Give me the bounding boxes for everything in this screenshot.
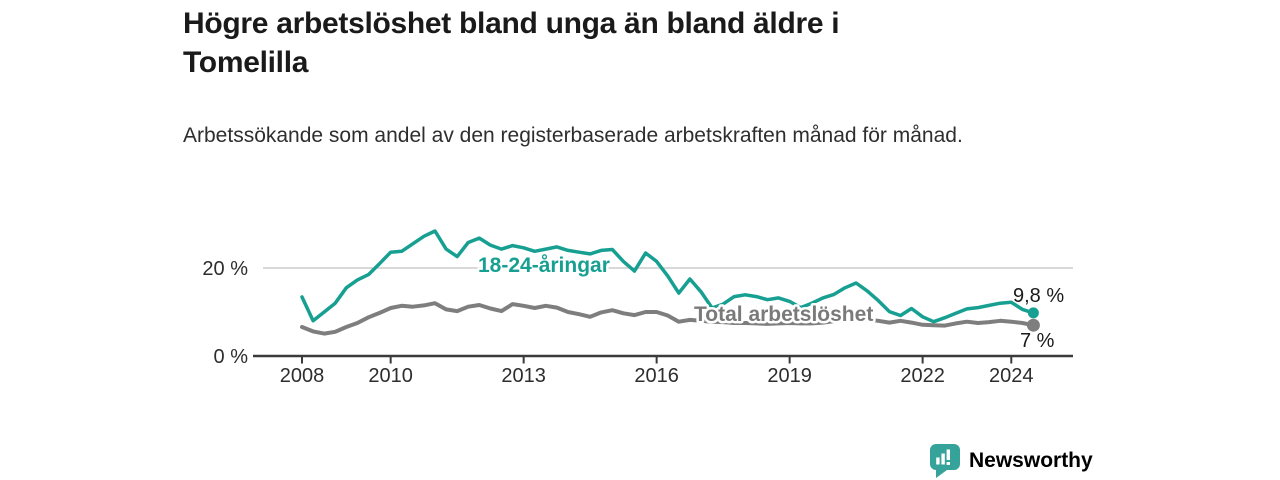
chart-subtitle: Arbetssökande som andel av den registerb…: [183, 124, 963, 147]
line-young: [300, 229, 1036, 324]
x-tick-label: 2019: [767, 365, 812, 387]
page-title: Högre arbetslöshet bland unga än bland ä…: [183, 7, 840, 79]
end-dot-young: [1027, 307, 1039, 319]
end-dot-total: [1026, 318, 1040, 332]
newsworthy-logo-text: Newsworthy: [969, 449, 1093, 472]
y-axis-label-20: 20 %: [202, 258, 248, 280]
x-tick-label: 2010: [368, 365, 413, 387]
y-axis-label-0: 0 %: [214, 346, 249, 368]
chart-canvas: 20 % 0 % 2008 2010 2013 2016 2019 2022 2024 18…: [202, 229, 1073, 387]
x-tick-label: 2008: [280, 365, 325, 387]
x-tick-label: 2024: [989, 365, 1034, 387]
end-value-total: 7 %: [1020, 330, 1055, 352]
x-tick-label: 2013: [501, 365, 546, 387]
line-total: [300, 301, 1036, 336]
end-value-young: 9,8 %: [1013, 285, 1064, 307]
unemployment-line-chart: 20 % 0 % 2008 2010 2013 2016 2019 2022 2024 18…: [180, 215, 1090, 390]
x-axis-ticks: 2008 2010 2013 2016 2019 2022 2024: [280, 356, 1034, 387]
x-tick-label: 2016: [634, 365, 679, 387]
newsworthy-branding: Newsworthy: [930, 444, 1093, 478]
newsworthy-logo-icon: [930, 444, 960, 478]
x-tick-label: 2022: [900, 365, 945, 387]
series-label-young: 18-24-åringar: [478, 254, 610, 277]
series-label-total: Total arbetslöshet: [694, 303, 873, 326]
series-lines: [300, 229, 1040, 336]
